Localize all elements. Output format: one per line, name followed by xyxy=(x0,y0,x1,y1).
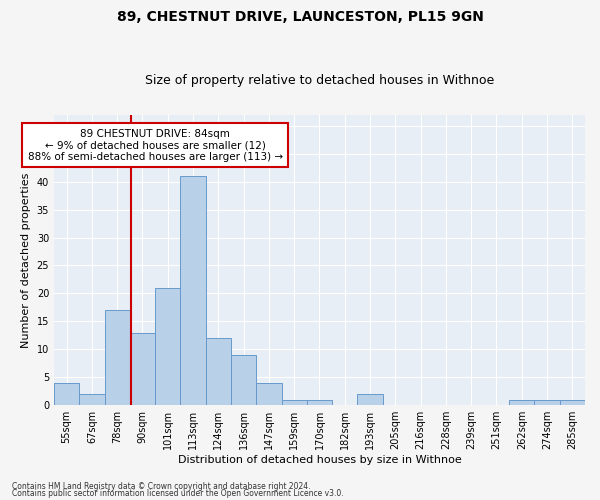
Bar xyxy=(307,400,332,405)
Bar xyxy=(358,394,383,405)
Title: Size of property relative to detached houses in Withnoe: Size of property relative to detached ho… xyxy=(145,74,494,87)
Bar xyxy=(281,400,307,405)
Bar xyxy=(509,400,535,405)
Bar xyxy=(560,400,585,405)
Text: Contains HM Land Registry data © Crown copyright and database right 2024.: Contains HM Land Registry data © Crown c… xyxy=(12,482,311,491)
Bar xyxy=(535,400,560,405)
Bar xyxy=(155,288,181,405)
Bar xyxy=(206,338,231,405)
Bar xyxy=(79,394,104,405)
Bar xyxy=(104,310,130,405)
Bar xyxy=(181,176,206,405)
Text: 89 CHESTNUT DRIVE: 84sqm
← 9% of detached houses are smaller (12)
88% of semi-de: 89 CHESTNUT DRIVE: 84sqm ← 9% of detache… xyxy=(28,128,283,162)
Bar xyxy=(54,383,79,405)
Text: 89, CHESTNUT DRIVE, LAUNCESTON, PL15 9GN: 89, CHESTNUT DRIVE, LAUNCESTON, PL15 9GN xyxy=(116,10,484,24)
Bar xyxy=(130,332,155,405)
Text: Contains public sector information licensed under the Open Government Licence v3: Contains public sector information licen… xyxy=(12,489,344,498)
Bar xyxy=(231,355,256,405)
X-axis label: Distribution of detached houses by size in Withnoe: Distribution of detached houses by size … xyxy=(178,455,461,465)
Bar xyxy=(256,383,281,405)
Y-axis label: Number of detached properties: Number of detached properties xyxy=(21,172,31,348)
